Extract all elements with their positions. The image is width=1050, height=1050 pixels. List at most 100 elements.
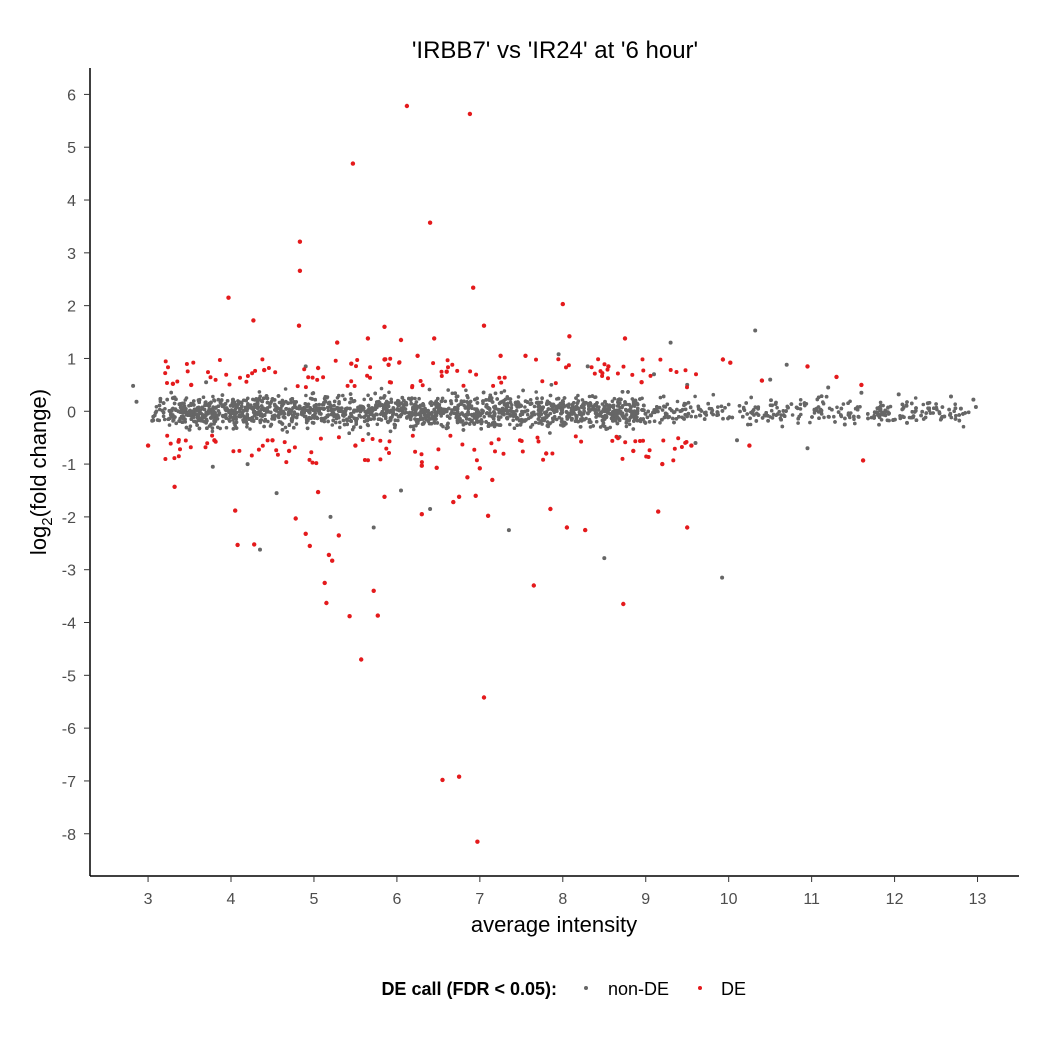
de-point: [661, 438, 666, 443]
non-de-point: [735, 438, 739, 443]
non-de-point: [506, 396, 510, 401]
non-de-point: [925, 401, 930, 406]
non-de-point: [533, 420, 538, 425]
de-point: [573, 434, 578, 439]
non-de-point: [337, 406, 342, 411]
de-point: [368, 375, 372, 380]
de-point: [274, 448, 279, 453]
non-de-point: [525, 412, 530, 417]
non-de-point: [401, 403, 406, 408]
non-de-point: [262, 396, 267, 401]
de-point: [419, 460, 424, 465]
non-de-point: [443, 399, 448, 404]
non-de-point: [319, 406, 324, 411]
de-point: [336, 435, 341, 440]
non-de-point: [315, 416, 320, 421]
non-de-point: [557, 415, 562, 420]
non-de-point: [248, 427, 252, 431]
de-point: [226, 295, 231, 300]
non-de-point: [210, 426, 215, 430]
non-de-point: [953, 417, 958, 421]
de-point: [450, 362, 455, 367]
de-point: [535, 435, 540, 440]
non-de-point: [617, 397, 622, 402]
non-de-point: [779, 413, 783, 417]
de-point: [496, 437, 501, 442]
non-de-point: [671, 416, 675, 421]
non-de-point: [821, 401, 826, 406]
non-de-point: [409, 401, 414, 406]
non-de-point: [181, 411, 185, 415]
non-de-point: [459, 420, 464, 424]
non-de-point: [379, 386, 384, 391]
non-de-point: [496, 415, 501, 419]
non-de-point: [319, 418, 324, 423]
non-de-point: [446, 388, 451, 392]
chart-title: 'IRBB7' vs 'IR24' at '6 hour': [412, 37, 698, 64]
non-de-point: [532, 404, 537, 409]
y-tick-label: 6: [67, 87, 76, 104]
non-de-point: [499, 390, 504, 395]
non-de-point: [498, 423, 503, 427]
de-point: [172, 484, 177, 489]
de-point: [656, 509, 661, 514]
de-point: [315, 377, 320, 382]
non-de-point: [641, 403, 646, 408]
non-de-point: [378, 396, 383, 400]
non-de-point: [574, 396, 578, 400]
de-point: [606, 376, 610, 381]
non-de-point: [790, 413, 795, 417]
non-de-point: [559, 411, 564, 415]
de-point: [205, 441, 210, 446]
non-de-point: [155, 418, 160, 422]
non-de-point: [716, 405, 720, 409]
de-point: [350, 161, 356, 166]
non-de-point: [161, 410, 166, 415]
non-de-point: [633, 398, 638, 403]
y-tick-label: 5: [67, 140, 76, 157]
non-de-point: [485, 411, 490, 415]
non-de-point: [250, 416, 254, 420]
de-point: [163, 371, 168, 376]
non-de-point: [209, 415, 214, 420]
non-de-point: [455, 405, 460, 410]
non-de-point: [668, 407, 672, 411]
non-de-point: [256, 410, 261, 414]
non-de-point: [161, 401, 166, 405]
non-de-point: [872, 414, 876, 418]
non-de-point: [661, 394, 666, 399]
non-de-points: [131, 328, 978, 580]
de-point: [212, 438, 217, 443]
non-de-point: [624, 420, 629, 425]
non-de-point: [362, 397, 367, 402]
non-de-point: [924, 411, 928, 415]
non-de-point: [770, 416, 775, 420]
non-de-point: [475, 420, 480, 424]
non-de-point: [537, 421, 541, 425]
de-point: [602, 362, 607, 367]
non-de-point: [884, 410, 889, 414]
de-point: [365, 336, 371, 341]
non-de-point: [754, 419, 759, 423]
non-de-point: [693, 394, 697, 399]
non-de-point: [518, 412, 523, 417]
non-de-point: [515, 423, 519, 428]
de-point: [472, 447, 477, 452]
non-de-point: [602, 424, 607, 429]
non-de-point: [940, 405, 945, 409]
non-de-point: [607, 407, 612, 412]
non-de-point: [561, 424, 565, 428]
non-de-point: [449, 399, 453, 403]
non-de-point: [494, 422, 499, 427]
non-de-point: [248, 403, 253, 408]
non-de-point: [748, 422, 753, 427]
non-de-point: [665, 402, 670, 407]
non-de-point: [842, 422, 847, 427]
non-de-point: [177, 419, 182, 423]
de-point: [676, 436, 681, 441]
non-de-point: [556, 352, 561, 357]
non-de-point: [161, 414, 166, 419]
non-de-point: [459, 399, 464, 403]
non-de-point: [802, 401, 807, 405]
non-de-point: [348, 392, 353, 396]
